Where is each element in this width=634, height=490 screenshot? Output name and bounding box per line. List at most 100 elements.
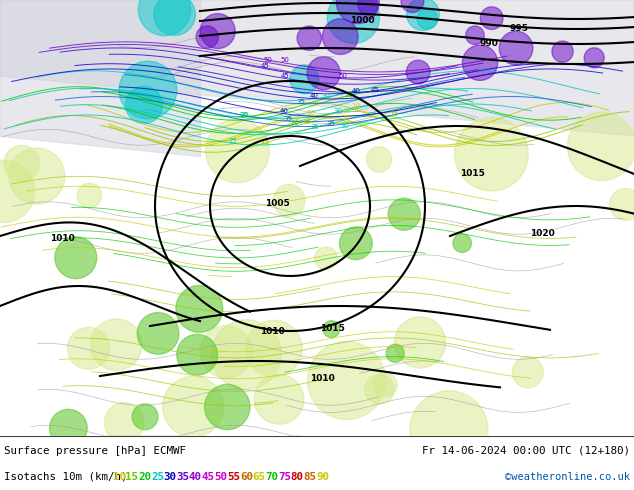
Text: 80: 80 [290, 471, 304, 482]
Text: Fr 14-06-2024 00:00 UTC (12+180): Fr 14-06-2024 00:00 UTC (12+180) [422, 445, 630, 456]
Text: 25: 25 [228, 138, 237, 144]
Text: Surface pressure [hPa] ECMWF: Surface pressure [hPa] ECMWF [4, 445, 186, 456]
Text: 65: 65 [252, 471, 266, 482]
Circle shape [67, 327, 110, 369]
Text: 1020: 1020 [530, 229, 555, 238]
Text: 10: 10 [341, 115, 350, 121]
Text: 30: 30 [340, 122, 349, 128]
Circle shape [105, 403, 144, 442]
Text: 50: 50 [214, 471, 228, 482]
Circle shape [245, 320, 302, 377]
Circle shape [205, 119, 269, 183]
Circle shape [138, 0, 191, 36]
Circle shape [176, 286, 223, 332]
Circle shape [394, 317, 446, 368]
Circle shape [584, 48, 604, 68]
Circle shape [0, 160, 35, 222]
Text: 85: 85 [303, 471, 316, 482]
Circle shape [49, 409, 87, 447]
Text: Isotachs 10m (km/h): Isotachs 10m (km/h) [4, 471, 127, 482]
Text: 995: 995 [510, 24, 529, 33]
Circle shape [323, 320, 340, 338]
Circle shape [406, 60, 430, 84]
Text: 70: 70 [265, 471, 278, 482]
Circle shape [386, 344, 404, 363]
Circle shape [273, 184, 305, 217]
Text: 90: 90 [316, 471, 329, 482]
Text: 10: 10 [306, 110, 315, 117]
Text: 30: 30 [321, 93, 330, 99]
Circle shape [4, 146, 39, 181]
Circle shape [307, 342, 385, 419]
Text: 15: 15 [302, 120, 311, 125]
Text: 25: 25 [311, 123, 319, 130]
Circle shape [567, 112, 634, 180]
Text: 1015: 1015 [460, 169, 485, 178]
Circle shape [200, 14, 235, 49]
Circle shape [196, 26, 218, 48]
Text: 10: 10 [351, 103, 359, 109]
Text: 45: 45 [261, 63, 269, 69]
Circle shape [466, 26, 484, 45]
Text: 55: 55 [227, 471, 240, 482]
Text: 1010: 1010 [310, 374, 335, 383]
Text: 25: 25 [151, 471, 164, 482]
Circle shape [410, 391, 488, 469]
Text: 10: 10 [113, 471, 126, 482]
Circle shape [290, 65, 319, 94]
Circle shape [132, 404, 158, 430]
Circle shape [610, 188, 634, 220]
Text: 1000: 1000 [350, 16, 375, 25]
Text: 30: 30 [164, 471, 177, 482]
Text: 75: 75 [278, 471, 291, 482]
Text: 45: 45 [281, 73, 290, 79]
Text: 20: 20 [240, 112, 249, 118]
Text: 35: 35 [297, 98, 306, 104]
Circle shape [126, 86, 162, 123]
Text: 15: 15 [126, 471, 138, 482]
Circle shape [177, 334, 217, 375]
Text: 40: 40 [351, 88, 360, 94]
Circle shape [137, 313, 179, 354]
Text: 60: 60 [240, 471, 253, 482]
Circle shape [55, 237, 97, 279]
Text: 990: 990 [480, 39, 499, 48]
Text: 20: 20 [344, 92, 353, 98]
Circle shape [358, 0, 378, 15]
Text: 15: 15 [389, 111, 398, 117]
Text: 50: 50 [281, 57, 290, 63]
Circle shape [388, 198, 420, 230]
Circle shape [307, 57, 340, 90]
Circle shape [401, 0, 424, 12]
Circle shape [481, 7, 503, 29]
Text: 1015: 1015 [320, 324, 345, 333]
Circle shape [9, 148, 65, 204]
Text: 35: 35 [284, 116, 293, 122]
Circle shape [337, 0, 379, 24]
Text: 45: 45 [202, 471, 215, 482]
Circle shape [327, 0, 379, 44]
Circle shape [462, 45, 498, 80]
Text: 1010: 1010 [50, 234, 75, 243]
Circle shape [77, 183, 101, 208]
Circle shape [154, 0, 195, 35]
Circle shape [119, 61, 177, 119]
Circle shape [323, 19, 358, 54]
Circle shape [91, 319, 142, 370]
Text: 40: 40 [310, 94, 319, 99]
Circle shape [314, 247, 337, 270]
Text: 1010: 1010 [260, 327, 285, 336]
Circle shape [453, 234, 472, 252]
Text: 50: 50 [339, 74, 347, 79]
Circle shape [373, 373, 397, 397]
Circle shape [512, 357, 543, 388]
Circle shape [365, 374, 394, 404]
Text: 35: 35 [176, 471, 190, 482]
Circle shape [339, 227, 372, 260]
Circle shape [455, 117, 528, 191]
Circle shape [162, 376, 224, 437]
Text: 20: 20 [290, 120, 299, 126]
Circle shape [406, 0, 439, 30]
Circle shape [499, 31, 533, 65]
Circle shape [366, 147, 392, 172]
